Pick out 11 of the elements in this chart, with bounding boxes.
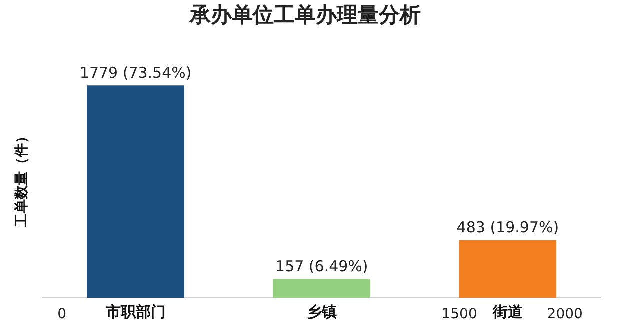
y-axis-title: 工单数量（件） [14,130,30,229]
x-tick-label: 市职部门 [104,302,166,321]
chart-title: 承办单位工单办理量分析 [189,3,421,28]
x-tick-label: 街道 [492,302,524,321]
data-label: 483 (19.97%) [456,218,560,237]
text: 1500 [442,306,478,323]
data-label: 157 (6.49%) [276,258,368,276]
text: 0 [58,306,67,323]
x-tick-label: 乡镇 [306,302,337,321]
data-label: 1779 (73.54%) [80,64,192,82]
text: 2000 [547,306,583,323]
